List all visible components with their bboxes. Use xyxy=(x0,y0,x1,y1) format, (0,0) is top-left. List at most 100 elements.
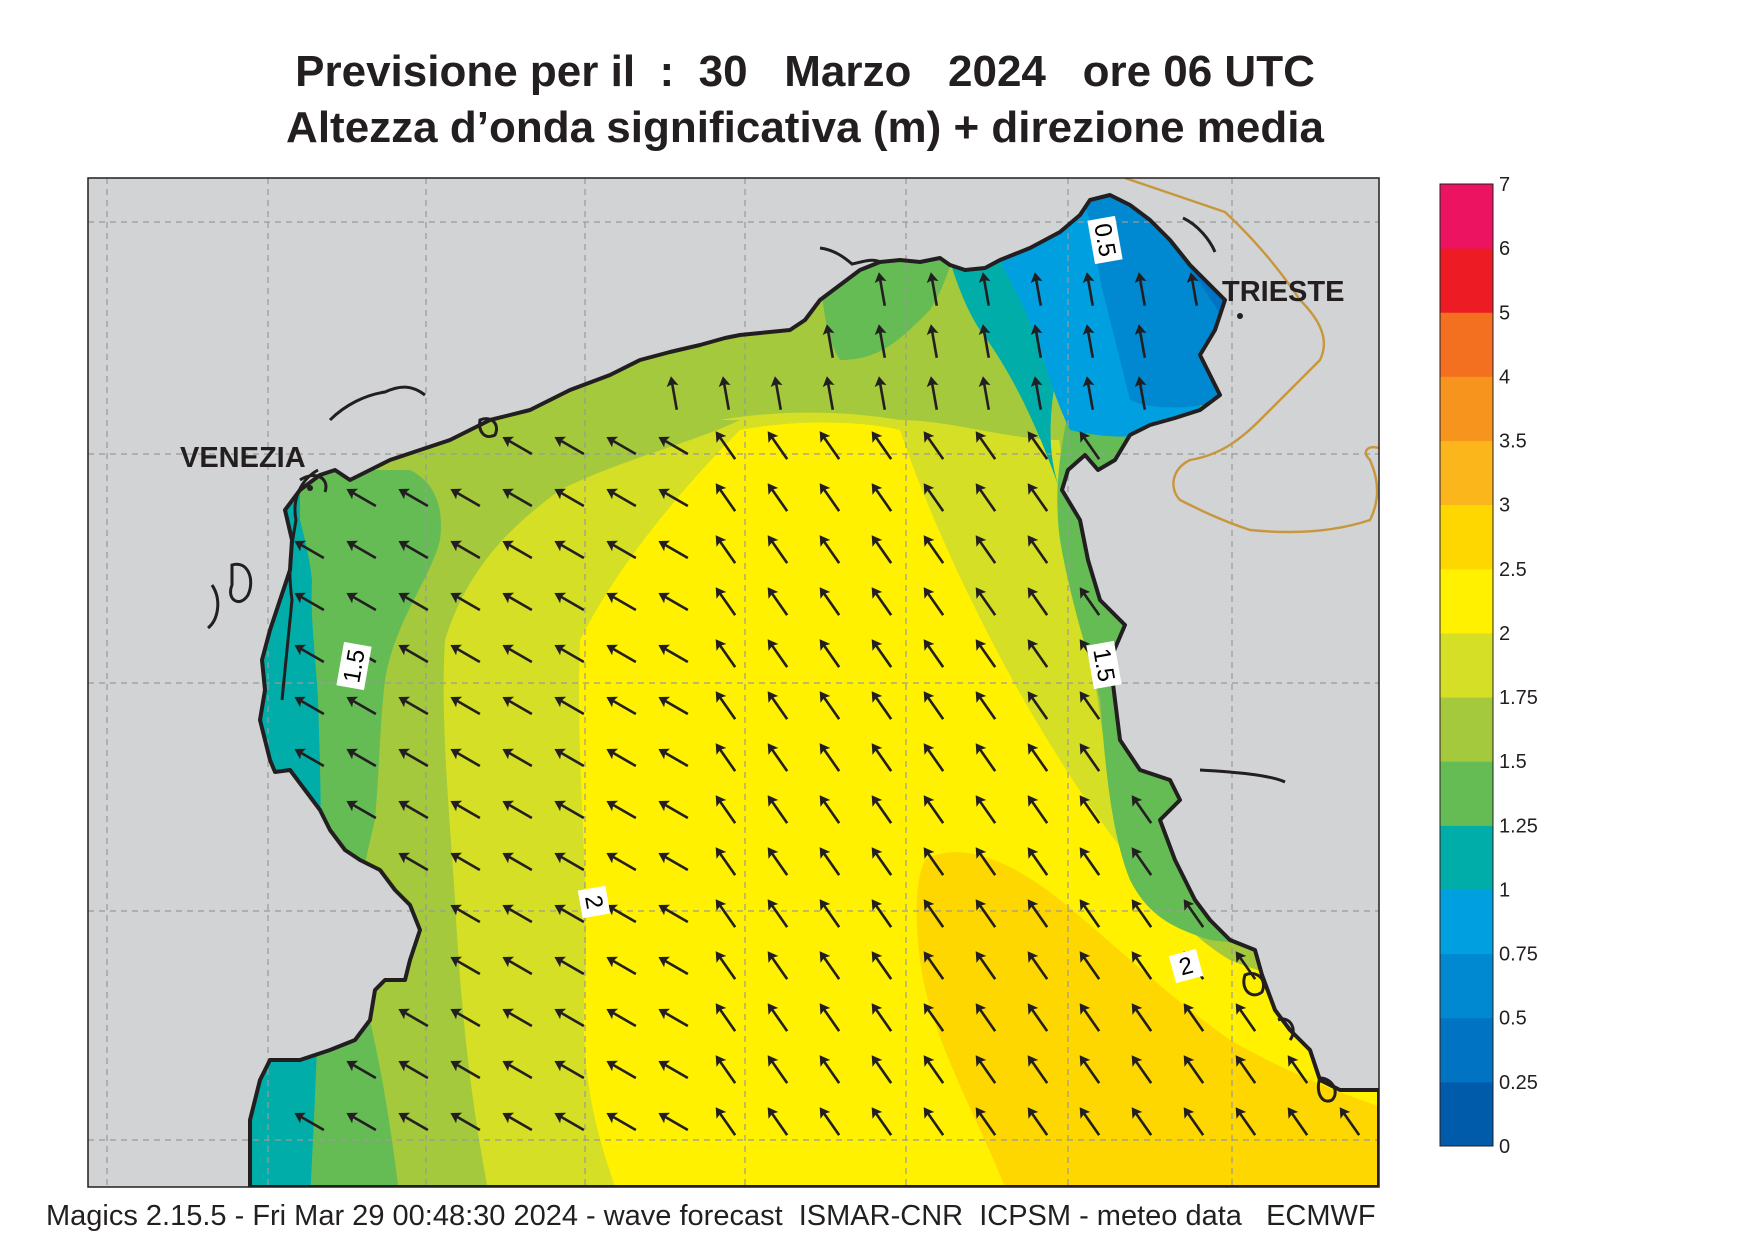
wave-direction-arrow xyxy=(1027,951,1049,980)
wave-direction-arrow xyxy=(450,488,481,508)
wave-direction-arrow xyxy=(658,488,689,508)
legend-tick-label: 1.75 xyxy=(1499,687,1538,709)
legend-swatch xyxy=(1440,184,1493,249)
legend-swatch xyxy=(1440,504,1493,570)
wave-direction-arrow xyxy=(658,1060,689,1080)
legend-tick-label: 0 xyxy=(1499,1136,1510,1158)
wave-direction-arrow xyxy=(450,540,481,560)
wave-direction-arrow xyxy=(767,899,789,928)
wave-direction-arrow xyxy=(606,592,637,612)
wave-direction-arrow xyxy=(1235,1003,1257,1032)
coastline xyxy=(248,193,1379,1187)
wave-direction-arrow xyxy=(1131,899,1153,928)
wave-direction-arrow xyxy=(1079,743,1101,772)
wave-direction-arrow xyxy=(606,436,637,456)
wave-direction-arrow xyxy=(923,951,945,980)
wave-direction-arrow xyxy=(767,847,789,876)
wave-direction-arrow xyxy=(1030,324,1043,358)
wave-direction-arrow xyxy=(975,1107,997,1136)
wave-direction-arrow xyxy=(606,1112,637,1132)
wave-direction-arrow xyxy=(554,852,585,872)
legend-tick-label: 1 xyxy=(1499,879,1510,901)
wave-direction-arrow xyxy=(874,376,887,410)
wave-direction-arrow xyxy=(975,1055,997,1084)
wave-direction-arrow xyxy=(606,644,637,664)
wave-direction-arrow xyxy=(502,1060,533,1080)
wave-direction-arrow xyxy=(1287,1055,1309,1084)
wave-direction-arrow xyxy=(658,1008,689,1028)
wave-direction-arrow xyxy=(715,847,737,876)
wave-direction-arrow xyxy=(1027,483,1049,512)
wave-direction-arrow xyxy=(658,904,689,924)
wave-direction-arrow xyxy=(770,376,783,410)
wave-direction-arrow xyxy=(554,592,585,612)
wave-direction-arrow xyxy=(1027,691,1049,720)
wave-direction-arrow xyxy=(658,852,689,872)
wave-direction-arrow xyxy=(554,540,585,560)
wave-direction-arrow xyxy=(606,1008,637,1028)
contour-label-text: 1.5 xyxy=(338,647,370,685)
wave-direction-arrow xyxy=(1079,1003,1101,1032)
wave-direction-arrow xyxy=(767,1003,789,1032)
wave-direction-arrow xyxy=(819,743,841,772)
wave-direction-arrow xyxy=(1079,431,1101,460)
graticule xyxy=(88,178,1379,1187)
legend-tick-label: 3 xyxy=(1499,495,1510,517)
wave-direction-arrow xyxy=(975,535,997,564)
footer-credits: Magics 2.15.5 - Fri Mar 29 00:48:30 2024… xyxy=(46,1200,1376,1232)
wave-direction-arrow xyxy=(450,956,481,976)
legend-tick-label: 4 xyxy=(1499,366,1510,388)
wave-direction-arrow xyxy=(871,587,893,616)
legend-tick-label: 6 xyxy=(1499,238,1510,260)
contour-label-1-5-west: 1.5 xyxy=(336,641,372,691)
wave-direction-arrow xyxy=(822,324,835,358)
legend-tick-label: 7 xyxy=(1499,174,1510,196)
wave-direction-arrow xyxy=(658,436,689,456)
wave-direction-arrow xyxy=(398,1060,429,1080)
legend-frame xyxy=(1439,183,1494,1147)
wave-direction-arrow xyxy=(819,847,841,876)
wave-direction-arrow xyxy=(926,324,939,358)
wave-direction-arrow xyxy=(1134,272,1147,306)
wave-direction-arrow xyxy=(767,951,789,980)
wave-direction-arrow xyxy=(767,587,789,616)
wave-direction-arrow xyxy=(450,748,481,768)
legend-tick-label: 0.5 xyxy=(1499,1008,1527,1030)
wave-direction-arrow xyxy=(398,1112,429,1132)
wave-direction-arrow xyxy=(398,800,429,820)
wave-direction-arrow xyxy=(398,644,429,664)
wave-direction-arrow xyxy=(715,483,737,512)
wave-direction-arrow xyxy=(975,431,997,460)
wave-direction-arrow xyxy=(658,748,689,768)
wave-direction-arrow xyxy=(822,376,835,410)
wave-direction-arrow xyxy=(1183,1055,1205,1084)
wave-direction-arrow xyxy=(923,1055,945,1084)
wave-direction-arrow xyxy=(1134,376,1147,410)
wave-direction-arrow xyxy=(398,540,429,560)
wave-direction-arrow xyxy=(923,483,945,512)
wave-direction-arrow xyxy=(1082,376,1095,410)
wave-direction-arrow xyxy=(450,1060,481,1080)
wave-direction-arrow xyxy=(554,1060,585,1080)
wave-direction-arrow xyxy=(715,899,737,928)
wave-direction-arrow xyxy=(819,431,841,460)
wave-direction-arrow xyxy=(1186,272,1199,306)
legend-swatch xyxy=(1440,953,1493,1019)
wave-direction-arrow xyxy=(1079,1055,1101,1084)
contour-label-text: 1.5 xyxy=(1087,646,1119,684)
wave-direction-arrow xyxy=(1027,847,1049,876)
wave-direction-arrow xyxy=(346,540,377,560)
wave-direction-arrows xyxy=(294,272,1361,1136)
title-block: Previsione per il : 30 Marzo 2024 ore 06… xyxy=(0,44,1610,156)
legend-swatch xyxy=(1440,761,1493,826)
legend-tick-label: 2.5 xyxy=(1499,559,1527,581)
legend-swatch xyxy=(1440,697,1493,762)
wave-direction-arrow xyxy=(1079,795,1101,824)
wave-direction-arrow xyxy=(294,644,325,664)
wave-direction-arrow xyxy=(923,1003,945,1032)
wave-direction-arrow xyxy=(1131,1107,1153,1136)
wave-direction-arrow xyxy=(819,483,841,512)
wave-direction-arrow xyxy=(502,696,533,716)
wave-direction-arrow xyxy=(923,587,945,616)
